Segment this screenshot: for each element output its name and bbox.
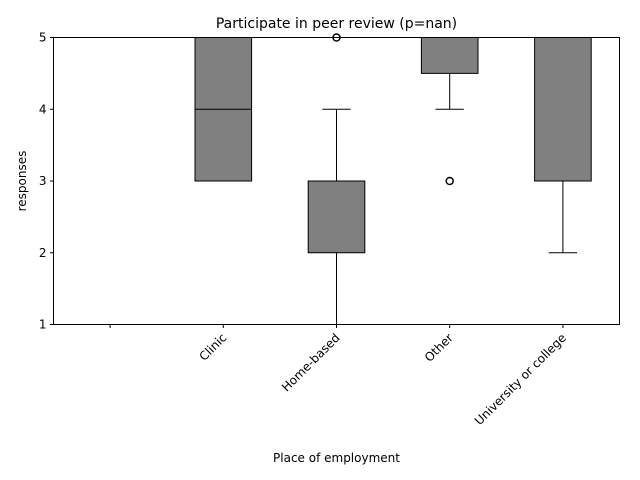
box-group [307,33,366,325]
box-group [194,37,253,182]
y-axis: 1 2 3 4 5 [39,31,54,332]
x-axis-label: Place of employment [273,451,400,465]
y-tick-label: 2 [39,246,47,260]
plot-frame [53,37,620,325]
y-tick-label: 5 [39,31,47,45]
plot-area [194,33,592,325]
outlier-point [445,176,454,186]
box [420,37,479,74]
chart-title: Participate in peer review (p=nan) [216,16,457,32]
box-group [420,37,479,186]
x-tick-label: Home-based [279,331,343,395]
box [307,180,366,254]
x-tick-label: University or college [472,331,569,428]
y-tick-label: 1 [39,318,47,332]
box [534,37,592,182]
x-tick-label: Clinic [196,331,229,364]
y-tick-label: 4 [39,102,47,116]
x-axis: Clinic Home-based Other University or colle… [109,324,569,428]
y-tick-label: 3 [39,174,47,188]
y-axis-label: responses [15,151,29,212]
box-group [534,37,592,254]
x-tick-label: Other [422,331,456,365]
